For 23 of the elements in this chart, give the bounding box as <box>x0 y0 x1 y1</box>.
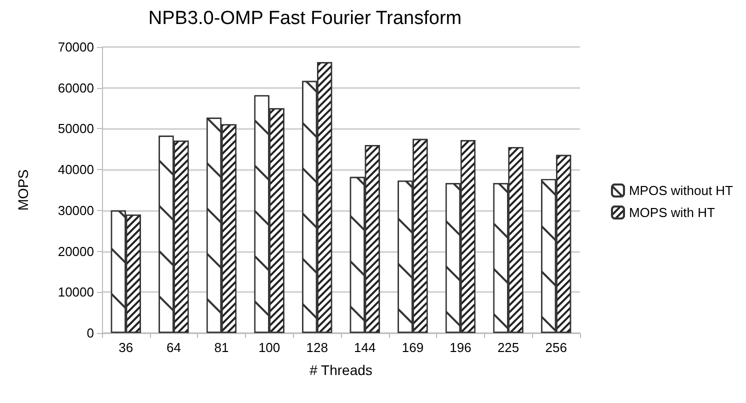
y-tick-label: 40000 <box>58 162 94 178</box>
y-tick-label: 20000 <box>58 244 94 259</box>
x-axis-title: # Threads <box>310 362 372 378</box>
x-tick-label: 144 <box>354 340 376 355</box>
x-tick-label: 100 <box>258 340 280 355</box>
x-tick-label: 256 <box>545 340 567 355</box>
chart-title: NPB3.0-OMP Fast Fourier Transform <box>148 8 462 29</box>
y-tick-label: 30000 <box>58 202 94 218</box>
x-tick-label: 196 <box>450 340 472 355</box>
x-tick-label: 225 <box>497 340 520 355</box>
legend-label: MPOS without HT <box>628 183 734 198</box>
y-tick-label: 0 <box>86 326 94 340</box>
y-tick-label: 10000 <box>58 284 94 300</box>
x-tick-label: 64 <box>166 340 181 355</box>
legend-label: MOPS with HT <box>628 205 715 220</box>
y-tick-label: 70000 <box>58 40 94 54</box>
y-tick-label: 60000 <box>58 80 94 96</box>
y-axis-title: MOPS <box>15 169 31 211</box>
y-tick-label: 50000 <box>58 121 94 136</box>
x-tick-label: 128 <box>306 340 328 355</box>
x-tick-label: 36 <box>118 340 134 355</box>
x-tick-label: 81 <box>214 340 229 355</box>
x-tick-label: 169 <box>402 340 424 355</box>
